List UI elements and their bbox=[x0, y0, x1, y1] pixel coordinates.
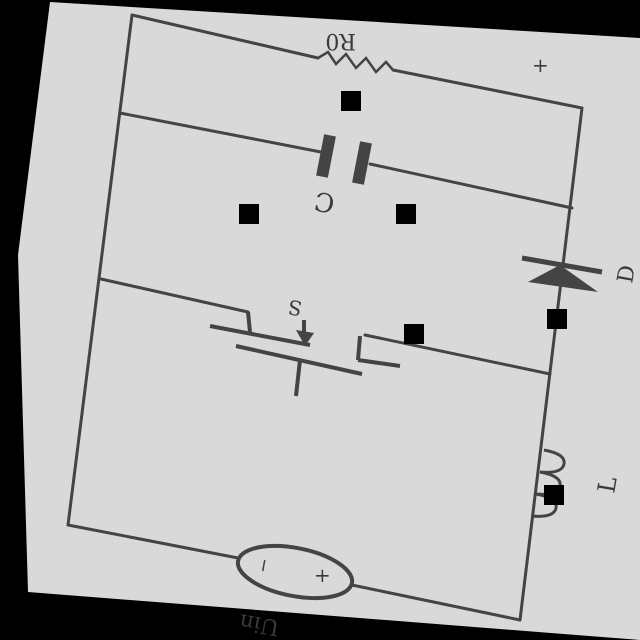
top-wire-right bbox=[391, 68, 584, 110]
top-wire-left bbox=[130, 13, 320, 60]
capacitor-plate-right bbox=[352, 141, 372, 185]
switch-wire-right bbox=[363, 333, 552, 376]
diode-symbol bbox=[521, 255, 603, 292]
marker-square bbox=[404, 324, 424, 344]
switch-symbol bbox=[209, 311, 401, 397]
label-load-plus: + bbox=[532, 53, 549, 77]
marker-square bbox=[544, 485, 564, 505]
cap-wire-right bbox=[368, 162, 574, 210]
label-source-plus: + bbox=[314, 563, 331, 587]
right-rail bbox=[518, 106, 584, 622]
marker-square bbox=[239, 204, 259, 224]
switch-arrow bbox=[296, 330, 314, 346]
label-switch: S bbox=[286, 295, 304, 321]
bottom-wire-left bbox=[66, 523, 240, 560]
marker-square bbox=[396, 204, 416, 224]
circuit-wires bbox=[66, 13, 584, 622]
left-rail bbox=[66, 13, 134, 527]
capacitor-plate-left bbox=[316, 134, 336, 178]
label-source: Uin bbox=[238, 608, 281, 640]
cap-wire-left bbox=[118, 111, 328, 155]
label-source-minus: − bbox=[252, 556, 275, 575]
label-load: R0 bbox=[325, 28, 356, 53]
bottom-wire-right bbox=[350, 583, 522, 622]
switch-wire-left bbox=[99, 277, 250, 314]
label-diode: D bbox=[613, 263, 640, 285]
resistor-symbol bbox=[317, 50, 394, 74]
label-inductor: L bbox=[592, 474, 622, 495]
voltage-source-symbol bbox=[235, 543, 355, 601]
marker-square bbox=[341, 91, 361, 111]
paper-sheet bbox=[18, 2, 640, 640]
marker-square bbox=[547, 309, 567, 329]
